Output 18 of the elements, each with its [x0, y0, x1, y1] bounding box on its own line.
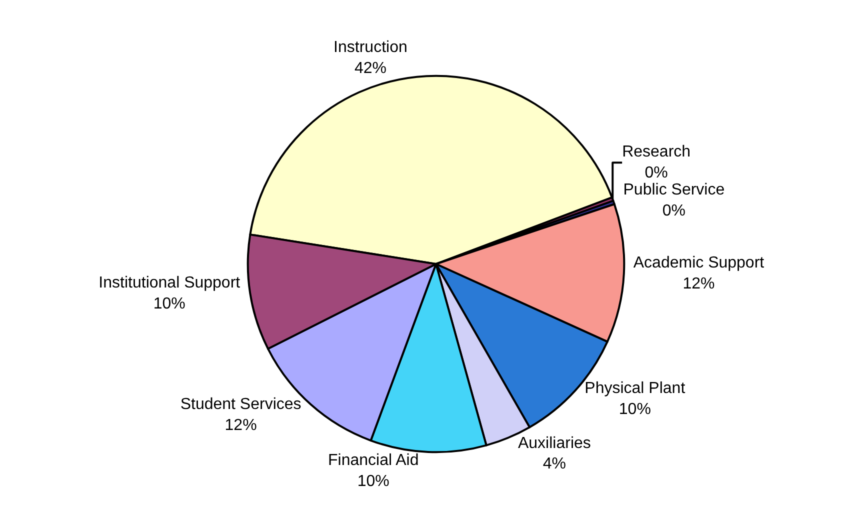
slice-label: Institutional Support	[98, 274, 241, 292]
data-label: 4%	[542, 456, 566, 473]
data-label: 42%	[354, 60, 386, 78]
data-label: 0%	[662, 202, 686, 220]
slice-label: Research	[622, 144, 691, 161]
data-label: 0%	[644, 164, 668, 182]
data-label: 12%	[224, 416, 257, 434]
slice-label: Academic Support	[633, 254, 765, 272]
slice-label: Physical Plant	[584, 380, 686, 398]
slice-label: Student Services	[180, 396, 302, 414]
slice-label: Public Service	[623, 182, 725, 199]
slice-label: Auxiliaries	[518, 434, 591, 452]
data-label: 12%	[682, 276, 715, 293]
slice-label: Instruction	[334, 39, 408, 56]
data-label: 10%	[357, 472, 390, 490]
slice-label: Financial Aid	[328, 452, 419, 469]
data-label: 10%	[153, 295, 186, 312]
data-label: 10%	[618, 401, 651, 418]
